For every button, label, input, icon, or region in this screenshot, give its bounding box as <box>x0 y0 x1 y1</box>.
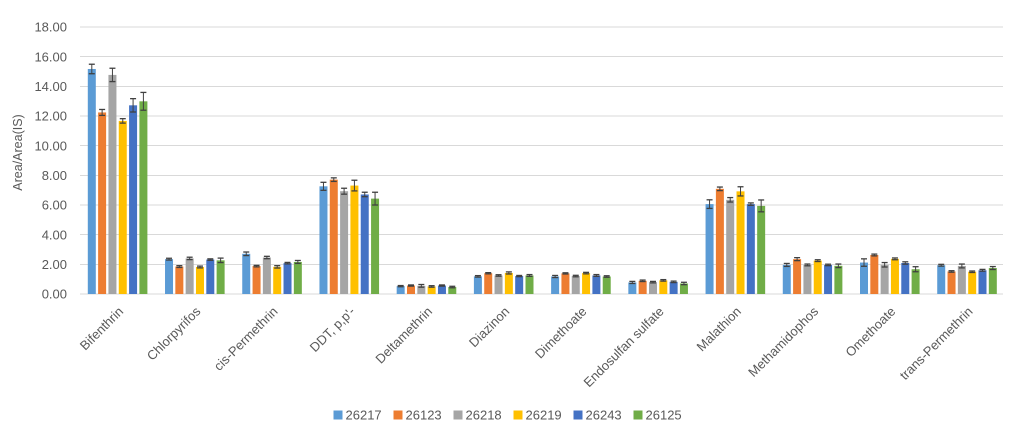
svg-text:26219: 26219 <box>526 408 562 423</box>
svg-text:6.00: 6.00 <box>42 198 67 213</box>
svg-text:0.00: 0.00 <box>42 287 67 302</box>
svg-text:26218: 26218 <box>466 408 502 423</box>
svg-text:4.00: 4.00 <box>42 227 67 242</box>
svg-text:18.00: 18.00 <box>34 20 67 35</box>
svg-text:14.00: 14.00 <box>34 79 67 94</box>
svg-text:8.00: 8.00 <box>42 168 67 183</box>
svg-text:2.00: 2.00 <box>42 257 67 272</box>
svg-text:26123: 26123 <box>406 408 442 423</box>
svg-text:12.00: 12.00 <box>34 109 67 124</box>
svg-text:16.00: 16.00 <box>34 49 67 64</box>
svg-text:26217: 26217 <box>346 408 382 423</box>
svg-text:10.00: 10.00 <box>34 138 67 153</box>
svg-text:Area/Area(IS): Area/Area(IS) <box>11 114 25 190</box>
svg-text:26125: 26125 <box>646 408 682 423</box>
svg-text:26243: 26243 <box>586 408 622 423</box>
